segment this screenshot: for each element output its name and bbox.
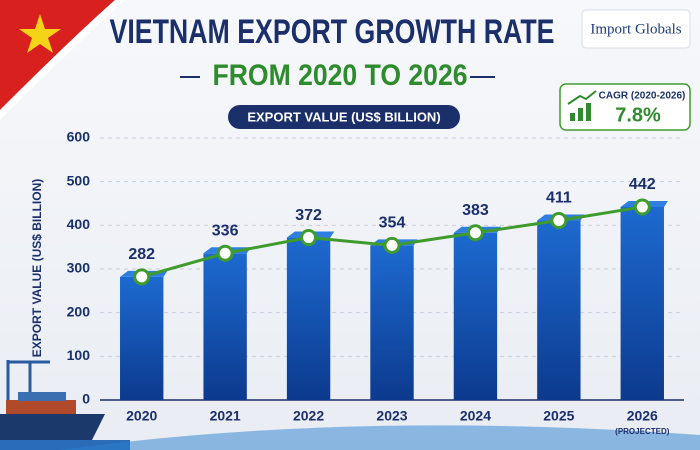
y-tick-label: 100: [67, 347, 91, 363]
trend-point: [133, 268, 151, 286]
value-label: 354: [379, 215, 406, 232]
y-tick-label: 200: [67, 303, 91, 319]
x-tick-label: 2022: [293, 408, 324, 424]
cagr-icon: [567, 90, 597, 121]
trend-point: [633, 198, 651, 216]
y-axis-label: EXPORT VALUE (US$ BILLION): [30, 179, 44, 357]
x-tick-label: 2021: [210, 408, 241, 424]
caption-pill: [228, 105, 460, 129]
y-tick-label: 300: [67, 260, 91, 276]
bar: [370, 245, 414, 400]
cagr-label: CAGR (2020-2026): [599, 91, 686, 102]
x-tick-label: 2026: [627, 408, 658, 424]
flag-star: [19, 14, 61, 53]
wave: [60, 425, 700, 450]
x-tick-label: 2024: [460, 408, 491, 424]
y-tick-label: 400: [67, 216, 91, 232]
value-label: 411: [546, 190, 572, 207]
bar: [537, 220, 581, 400]
bar: [286, 237, 331, 400]
cagr-value: 7.8%: [615, 104, 661, 126]
trend-point: [300, 229, 318, 247]
value-label: 372: [295, 207, 322, 224]
x-tick-label: 2023: [376, 408, 407, 424]
chart-title: VIETNAM EXPORT GROWTH RATE: [110, 13, 555, 51]
trend-point: [466, 224, 484, 242]
x-tick-label: 2020: [126, 408, 157, 424]
cagr-box: [559, 83, 691, 131]
trend-point: [383, 236, 401, 254]
bar: [203, 253, 247, 400]
brand: Import Globals: [590, 21, 681, 37]
value-label: 282: [128, 246, 155, 263]
value-label: 336: [212, 222, 239, 239]
category-note: (PROJECTED): [615, 427, 670, 436]
bar: [120, 276, 164, 400]
brand-box: [581, 9, 691, 49]
value-label: 442: [629, 176, 656, 193]
trend-point: [550, 212, 568, 230]
trend-point: [216, 244, 234, 262]
y-tick-label: 600: [67, 129, 91, 145]
value-caption: EXPORT VALUE (US$ BILLION): [247, 109, 440, 124]
value-label: 383: [462, 202, 489, 219]
x-tick-label: 2025: [543, 408, 574, 424]
y-tick-label: 500: [67, 172, 91, 188]
flag: [0, 0, 115, 110]
y-tick-label: 0: [82, 391, 90, 407]
bar: [453, 232, 498, 400]
chart-subtitle: FROM 2020 TO 2026: [213, 59, 468, 92]
bar: [620, 206, 664, 400]
